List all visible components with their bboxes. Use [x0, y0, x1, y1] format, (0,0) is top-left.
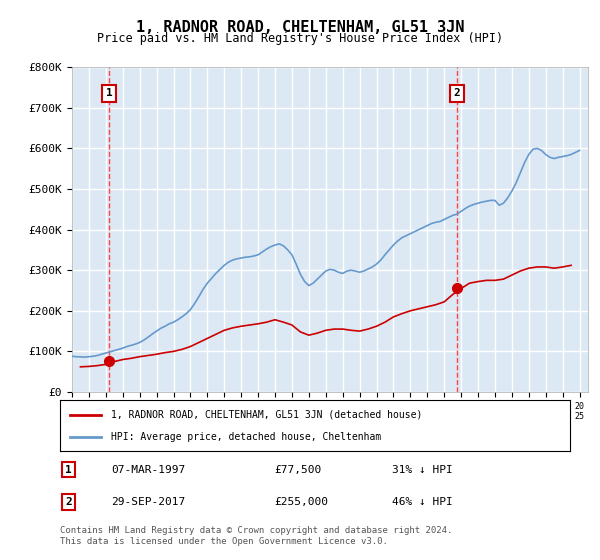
Text: 46% ↓ HPI: 46% ↓ HPI: [392, 497, 452, 507]
Text: 1, RADNOR ROAD, CHELTENHAM, GL51 3JN: 1, RADNOR ROAD, CHELTENHAM, GL51 3JN: [136, 20, 464, 35]
Text: Price paid vs. HM Land Registry's House Price Index (HPI): Price paid vs. HM Land Registry's House …: [97, 32, 503, 45]
Text: HPI: Average price, detached house, Cheltenham: HPI: Average price, detached house, Chel…: [111, 432, 381, 442]
Text: 1: 1: [65, 465, 72, 475]
Text: 07-MAR-1997: 07-MAR-1997: [111, 465, 185, 475]
Text: 1: 1: [106, 88, 112, 98]
Text: 31% ↓ HPI: 31% ↓ HPI: [392, 465, 452, 475]
Text: £255,000: £255,000: [274, 497, 328, 507]
Text: 29-SEP-2017: 29-SEP-2017: [111, 497, 185, 507]
Text: 2: 2: [65, 497, 72, 507]
Text: £77,500: £77,500: [274, 465, 322, 475]
Text: 1, RADNOR ROAD, CHELTENHAM, GL51 3JN (detached house): 1, RADNOR ROAD, CHELTENHAM, GL51 3JN (de…: [111, 409, 422, 419]
Text: Contains HM Land Registry data © Crown copyright and database right 2024.
This d: Contains HM Land Registry data © Crown c…: [60, 526, 452, 546]
Text: 2: 2: [454, 88, 460, 98]
